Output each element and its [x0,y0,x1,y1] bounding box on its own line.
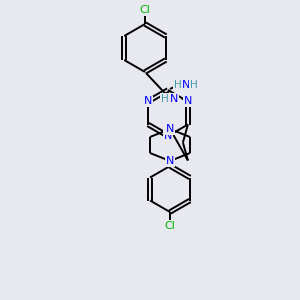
Text: Cl: Cl [165,221,176,231]
Text: N: N [166,124,174,134]
Text: H: H [190,80,198,90]
Text: N: N [144,97,152,106]
Text: H: H [161,94,169,103]
Text: N: N [182,80,190,90]
Text: Cl: Cl [140,5,150,15]
Text: H: H [174,80,182,90]
Text: N: N [170,94,178,103]
Text: N: N [164,131,172,141]
Text: N: N [184,97,192,106]
Text: N: N [166,156,174,166]
